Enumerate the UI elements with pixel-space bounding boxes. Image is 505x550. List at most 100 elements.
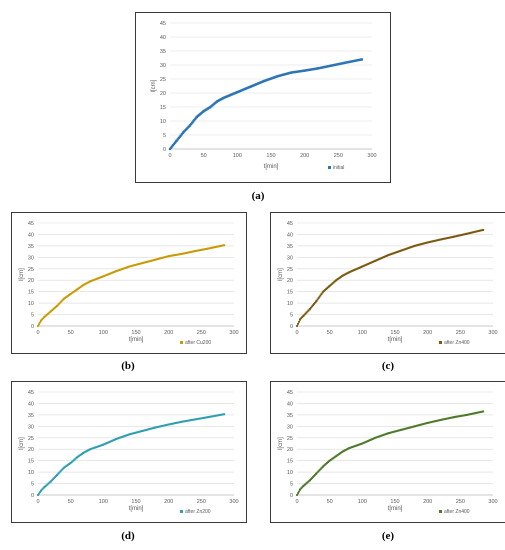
data-point [223, 413, 226, 416]
data-point [473, 412, 476, 415]
data-point [56, 304, 59, 307]
data-point [102, 443, 105, 446]
data-point [372, 437, 375, 440]
data-point [217, 245, 220, 248]
data-point [87, 281, 90, 284]
data-point [324, 463, 327, 466]
data-point [116, 269, 119, 272]
y-tick-label: 20 [28, 447, 34, 453]
data-point [160, 257, 163, 260]
data-point [464, 233, 467, 236]
data-point [67, 294, 70, 297]
data-point [407, 427, 410, 429]
data-point [188, 419, 191, 422]
data-point [394, 430, 397, 433]
data-point [457, 415, 460, 418]
data-point [126, 434, 129, 437]
data-point [363, 264, 366, 267]
data-point [428, 241, 431, 243]
data-point [79, 286, 82, 289]
data-point [138, 430, 141, 433]
data-point [53, 477, 55, 480]
data-point [436, 239, 439, 242]
data-point [140, 262, 143, 265]
data-point [427, 421, 430, 424]
y-tick-label: 40 [287, 232, 293, 238]
data-point [194, 418, 197, 421]
data-point [423, 242, 426, 245]
y-tick-label: 20 [160, 91, 166, 97]
data-point [328, 459, 331, 462]
data-point [90, 280, 93, 282]
data-point [96, 445, 99, 448]
data-point [172, 422, 175, 425]
data-point [148, 260, 151, 263]
data-point [38, 323, 40, 326]
data-point [204, 416, 207, 419]
x-tick-label: 250 [197, 330, 206, 336]
data-point [143, 261, 146, 264]
data-point [399, 429, 402, 432]
data-point [309, 307, 312, 310]
data-point [203, 416, 206, 419]
data-point [475, 230, 478, 233]
data-point [299, 318, 302, 321]
data-point [82, 451, 85, 454]
data-point [133, 432, 136, 435]
y-tick-label: 15 [287, 459, 293, 465]
x-tick-label: 100 [358, 499, 367, 505]
chart-panel-c: 0 5 10 15 20 25 30 35 40 45 0 50 100 150 200 250 300 t[mi… [270, 212, 505, 354]
data-point [356, 267, 359, 270]
data-point [390, 431, 393, 434]
data-point [145, 428, 148, 431]
data-point [433, 239, 436, 242]
data-point [123, 267, 126, 270]
data-point [357, 267, 360, 270]
data-point [171, 254, 174, 257]
data-point [158, 425, 161, 428]
data-point [304, 483, 307, 486]
y-tick-label: 25 [160, 77, 166, 83]
legend-label: after Zn400 [444, 509, 470, 515]
y-axis-label: l[cm] [19, 437, 25, 450]
data-point [422, 423, 425, 425]
data-point [65, 296, 68, 299]
data-point [320, 467, 323, 470]
data-point [399, 249, 402, 252]
data-point [106, 441, 109, 444]
caption-c: (c) [381, 360, 395, 372]
data-point [465, 413, 468, 416]
data-point [78, 454, 81, 457]
data-point [322, 465, 325, 468]
data-point [409, 426, 412, 429]
data-point [170, 254, 173, 257]
x-tick-label: 150 [131, 499, 140, 505]
data-point [333, 280, 336, 283]
data-point [417, 424, 420, 427]
data-point [89, 280, 92, 283]
data-point [425, 422, 428, 425]
data-point [441, 238, 444, 241]
data-point [375, 259, 378, 262]
data-point [474, 230, 477, 233]
data-point [47, 312, 50, 315]
data-point [191, 121, 194, 124]
data-point [44, 315, 47, 317]
data-point [177, 253, 180, 256]
y-tick-label: 35 [28, 244, 34, 250]
data-point [336, 454, 339, 457]
x-tick-label: 100 [99, 330, 108, 336]
data-point [98, 445, 101, 448]
data-point [357, 444, 360, 446]
data-point [323, 464, 326, 467]
data-point [136, 431, 139, 434]
data-point [389, 253, 392, 256]
y-tick-label: 30 [287, 424, 293, 430]
data-point [144, 429, 147, 432]
data-point [297, 322, 299, 325]
data-point [439, 238, 442, 241]
data-point [207, 247, 210, 250]
data-point [85, 450, 88, 453]
data-point [139, 262, 142, 265]
data-point [191, 250, 194, 253]
